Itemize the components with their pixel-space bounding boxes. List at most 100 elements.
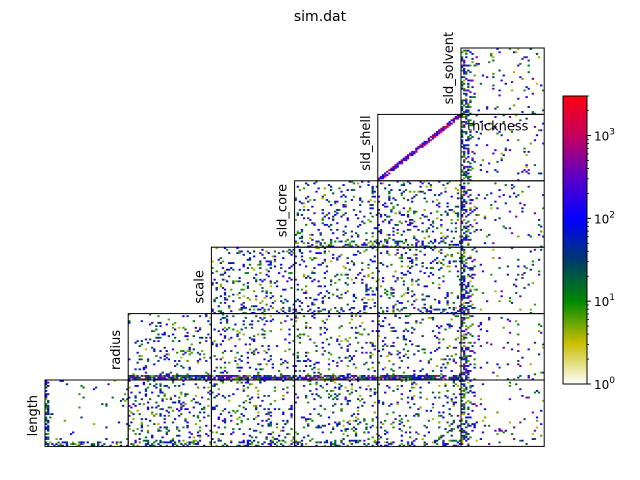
hist-cell	[334, 381, 337, 384]
hist-cell	[238, 380, 241, 382]
hist-cell	[167, 353, 170, 356]
hist-cell	[463, 431, 466, 434]
hist-cell	[442, 238, 445, 241]
hist-cell	[394, 253, 397, 256]
hist-cell	[411, 150, 414, 153]
hist-cell	[438, 375, 441, 377]
hist-cell	[354, 326, 358, 329]
hist-cell	[419, 310, 422, 313]
hist-cell	[465, 355, 468, 357]
hist-cell	[381, 401, 385, 404]
hist-cell	[398, 414, 401, 417]
hist-cell	[371, 343, 374, 346]
hist-cell	[207, 404, 210, 407]
hist-cell	[429, 409, 433, 412]
hist-cell	[458, 242, 462, 245]
hist-cell	[411, 295, 414, 298]
hist-cell	[463, 305, 466, 308]
hist-cell	[336, 361, 339, 364]
hist-cell	[388, 222, 391, 225]
hist-cell	[463, 295, 466, 298]
hist-cell	[467, 89, 470, 92]
hist-cell	[446, 363, 449, 366]
hist-cell	[292, 248, 295, 251]
hist-cell	[467, 433, 470, 435]
hist-cell	[452, 360, 455, 362]
hist-cell	[533, 429, 537, 432]
hist-cell	[136, 361, 139, 364]
hist-cell	[201, 375, 204, 377]
hist-cell	[379, 306, 383, 309]
hist-cell	[194, 401, 198, 404]
hist-cell	[465, 421, 468, 424]
hist-cell	[290, 428, 293, 430]
hist-cell	[461, 99, 464, 102]
hist-cell	[300, 288, 304, 291]
hist-cell	[176, 434, 179, 437]
hist-cell	[467, 84, 470, 87]
hist-cell	[194, 378, 198, 381]
hist-cell	[228, 268, 231, 271]
hist-cell	[404, 157, 408, 160]
hist-cell	[198, 434, 202, 437]
hist-cell	[379, 215, 383, 218]
hist-cell	[296, 298, 299, 301]
hist-cell	[463, 238, 466, 241]
hist-cell	[402, 336, 406, 339]
hist-cell	[228, 262, 231, 264]
hist-cell	[442, 280, 445, 283]
hist-cell	[182, 315, 185, 318]
hist-cell	[533, 164, 537, 167]
hist-cell	[442, 310, 445, 313]
hist-cell	[463, 248, 466, 251]
hist-cell	[259, 378, 262, 381]
hist-cell	[450, 218, 453, 221]
hist-cell	[363, 401, 366, 404]
hist-cell	[223, 361, 227, 364]
hist-cell	[346, 283, 349, 286]
hist-cell	[173, 394, 177, 397]
hist-cell	[329, 394, 333, 397]
hist-cell	[373, 411, 376, 414]
hist-cell	[411, 200, 414, 203]
hist-cell	[300, 252, 304, 255]
hist-cell	[180, 393, 183, 396]
hist-cell	[151, 436, 154, 439]
hist-cell	[223, 301, 227, 304]
hist-cell	[105, 426, 108, 429]
hist-cell	[255, 436, 258, 439]
hist-cell	[390, 209, 393, 211]
hist-cell	[502, 346, 505, 349]
hist-cell	[471, 423, 474, 426]
hist-cell	[157, 428, 160, 430]
hist-cell	[392, 238, 395, 241]
hist-cell	[128, 396, 131, 399]
hist-cell	[394, 242, 397, 245]
hist-cell	[421, 378, 424, 381]
hist-cell	[275, 345, 279, 347]
hist-cell	[411, 278, 414, 281]
hist-cell	[269, 315, 272, 318]
hist-cell	[384, 441, 387, 444]
hist-cell	[230, 262, 233, 264]
hist-cell	[265, 413, 268, 416]
hist-cell	[390, 368, 393, 371]
hist-cell	[149, 444, 152, 447]
hist-cell	[521, 277, 524, 279]
hist-cell	[136, 340, 139, 343]
hist-cell	[498, 189, 501, 191]
panel-r5-c2	[210, 379, 296, 447]
hist-cell	[282, 376, 285, 379]
hist-cell	[269, 330, 272, 333]
hist-cell	[352, 182, 356, 185]
hist-cell	[223, 408, 227, 411]
hist-cell	[203, 406, 206, 409]
hist-cell	[369, 258, 372, 261]
hist-cell	[225, 248, 229, 251]
hist-cell	[305, 223, 308, 226]
hist-cell	[386, 238, 389, 241]
hist-cell	[163, 441, 166, 444]
hist-cell	[171, 421, 175, 424]
hist-cell	[242, 389, 245, 392]
hist-cell	[161, 333, 164, 336]
